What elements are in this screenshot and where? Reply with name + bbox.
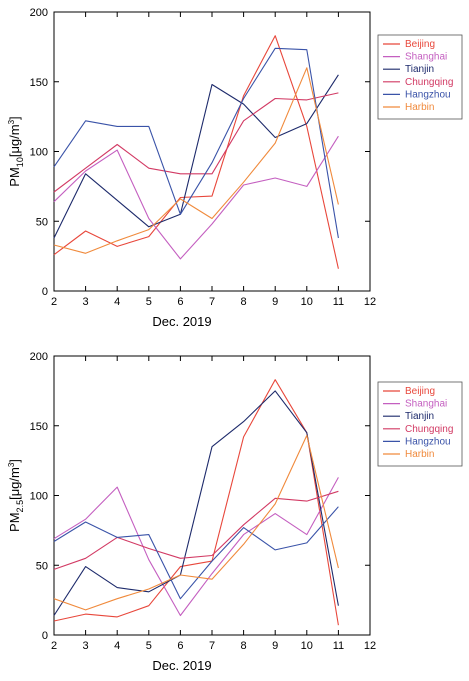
y-tick-label: 0 — [42, 286, 48, 298]
legend-box — [377, 34, 463, 120]
plot-frame — [53, 355, 371, 636]
x-tick-label: 5 — [146, 640, 152, 652]
x-tick-label: 7 — [209, 296, 215, 308]
legend-label-hangzhou: Hangzhou — [405, 89, 451, 100]
x-tick-label: 7 — [209, 640, 215, 652]
legend-label-chungqing: Chungqing — [405, 424, 453, 435]
x-tick-label: 11 — [333, 296, 344, 308]
x-tick-label: 9 — [272, 640, 278, 652]
x-axis-title: Dec. 2019 — [152, 658, 211, 673]
series-line-tianjin — [53, 390, 339, 616]
x-tick-label: 8 — [241, 296, 247, 308]
y-tick-label: 150 — [30, 77, 48, 89]
x-tick-label: 11 — [333, 640, 344, 652]
y-tick-label: 0 — [42, 630, 48, 642]
x-tick-label: 2 — [51, 296, 57, 308]
x-tick-label: 3 — [83, 640, 89, 652]
legend-label-tianjin: Tianjin — [405, 411, 434, 422]
y-tick-label: 50 — [36, 216, 48, 228]
legend-label-chungqing: Chungqing — [405, 77, 453, 88]
x-tick-label: 12 — [364, 640, 376, 652]
legend-label-tianjin: Tianjin — [405, 64, 434, 75]
x-tick-label: 4 — [114, 640, 120, 652]
y-axis-title-main: PM — [7, 512, 22, 532]
y-tick-label: 200 — [30, 7, 48, 19]
x-tick-label: 3 — [83, 296, 89, 308]
y-axis-title-sub: 2.5 — [15, 500, 25, 513]
plot-frame — [53, 11, 371, 292]
y-tick-label: 200 — [30, 351, 48, 363]
y-axis-title-end: ] — [7, 459, 22, 463]
x-tick-label: 6 — [177, 640, 183, 652]
x-tick-label: 8 — [241, 640, 247, 652]
x-tick-label: 9 — [272, 296, 278, 308]
series-line-hangzhou — [53, 47, 339, 239]
series-line-beijing — [53, 35, 339, 269]
x-tick-label: 2 — [51, 640, 57, 652]
y-axis-title-sup: 3 — [7, 119, 16, 124]
x-tick-label: 4 — [114, 296, 120, 308]
y-tick-label: 150 — [30, 421, 48, 433]
legend-label-beijing: Beijing — [405, 39, 435, 50]
legend-label-shanghai: Shanghai — [405, 52, 447, 63]
series-line-harbin — [53, 67, 339, 254]
y-axis-title-unit: [μg/m — [7, 124, 22, 157]
y-axis-title-main: PM — [7, 167, 22, 187]
series-line-beijing — [53, 379, 339, 626]
x-tick-label: 5 — [146, 296, 152, 308]
series-line-tianjin — [53, 74, 339, 239]
y-axis-title-unit: [μg/m — [7, 467, 22, 500]
x-axis-title: Dec. 2019 — [152, 314, 211, 329]
series-line-shanghai — [53, 477, 339, 617]
series-line-chungqing — [53, 92, 339, 193]
legend-label-beijing: Beijing — [405, 386, 435, 397]
y-axis-title-sub: 10 — [15, 157, 25, 167]
series-line-hangzhou — [53, 506, 339, 600]
y-tick-label: 50 — [36, 560, 48, 572]
x-tick-label: 12 — [364, 296, 376, 308]
series-line-harbin — [53, 434, 339, 611]
series-line-chungqing — [53, 490, 339, 570]
legend-box — [377, 381, 463, 467]
legend-label-harbin: Harbin — [405, 449, 434, 460]
legend-label-hangzhou: Hangzhou — [405, 436, 451, 447]
legend-label-shanghai: Shanghai — [405, 399, 447, 410]
y-axis-title: PM10[μg/m3] — [7, 116, 25, 186]
y-tick-label: 100 — [30, 147, 48, 159]
y-axis-title: PM2.5[μg/m3] — [7, 459, 25, 532]
series-line-shanghai — [53, 135, 339, 260]
x-tick-label: 6 — [177, 296, 183, 308]
x-tick-label: 10 — [301, 640, 313, 652]
y-tick-label: 100 — [30, 491, 48, 503]
x-tick-label: 10 — [301, 296, 313, 308]
y-axis-title-sup: 3 — [7, 462, 16, 467]
chart-panel-2: 2 3 4 5 6 7 8 9 10 11 12 0 50 100 150 200 Dec. 2019 PM2.5… — [7, 351, 463, 673]
legend-label-harbin: Harbin — [405, 102, 434, 113]
y-axis-title-end: ] — [7, 116, 22, 120]
